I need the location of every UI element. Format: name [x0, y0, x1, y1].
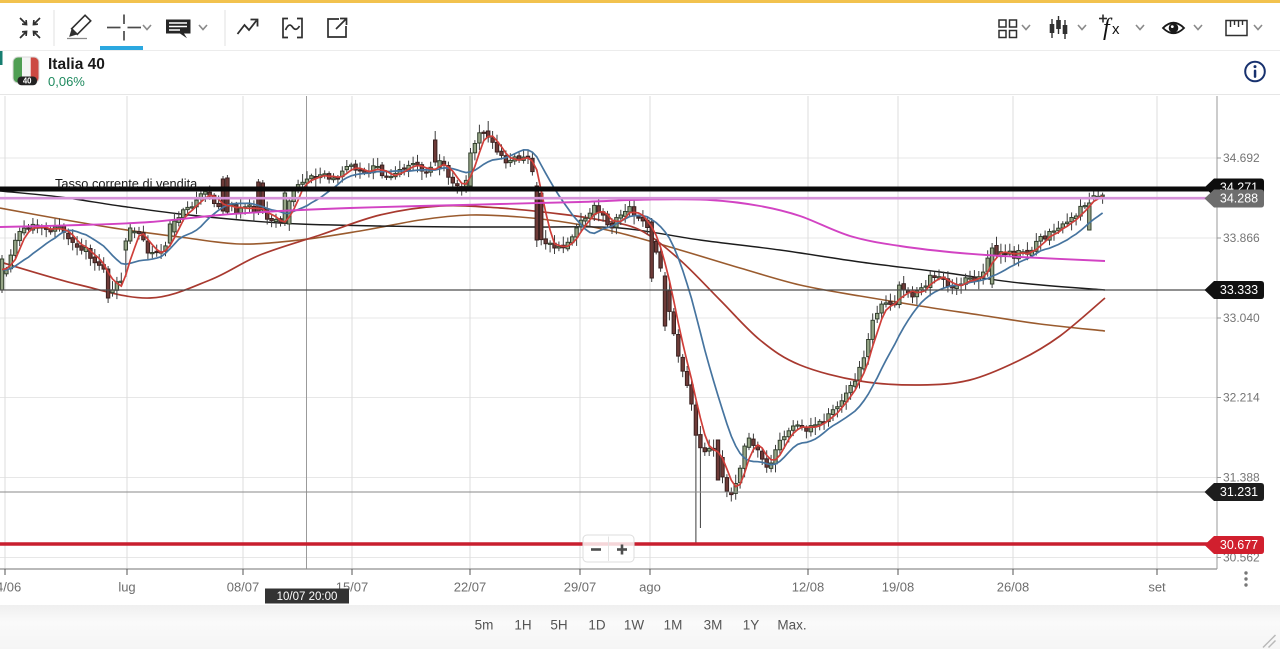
svg-text:22/07: 22/07: [454, 580, 487, 595]
svg-text:29/07: 29/07: [564, 580, 597, 595]
svg-text:1W: 1W: [624, 618, 645, 633]
svg-text:set: set: [1148, 580, 1166, 595]
svg-text:34.288: 34.288: [1220, 192, 1258, 206]
svg-text:12/08: 12/08: [792, 580, 825, 595]
svg-text:Tasso corrente di vendita: Tasso corrente di vendita: [55, 176, 198, 191]
svg-text:26/08: 26/08: [997, 580, 1030, 595]
svg-text:24/06: 24/06: [0, 580, 21, 595]
svg-text:34.692: 34.692: [1223, 151, 1260, 165]
svg-text:32.214: 32.214: [1223, 391, 1260, 405]
svg-text:1M: 1M: [664, 618, 683, 633]
svg-text:5H: 5H: [550, 618, 567, 633]
svg-text:ago: ago: [639, 580, 661, 595]
svg-text:30.677: 30.677: [1220, 538, 1258, 552]
svg-text:x: x: [1112, 21, 1120, 38]
svg-text:1H: 1H: [514, 618, 531, 633]
svg-text:33.040: 33.040: [1223, 311, 1260, 325]
svg-text:Max.: Max.: [777, 618, 806, 633]
svg-text:lug: lug: [118, 580, 135, 595]
svg-text:Italia 40: Italia 40: [48, 56, 105, 73]
svg-text:31.388: 31.388: [1223, 471, 1260, 485]
svg-text:19/08: 19/08: [882, 580, 915, 595]
svg-text:08/07: 08/07: [227, 580, 260, 595]
svg-text:0,06%: 0,06%: [48, 74, 85, 89]
svg-text:40: 40: [23, 77, 32, 86]
svg-text:1Y: 1Y: [743, 618, 760, 633]
svg-text:5m: 5m: [475, 618, 494, 633]
svg-text:10/07 20:00: 10/07 20:00: [277, 591, 338, 603]
svg-text:33.333: 33.333: [1220, 283, 1258, 297]
svg-text:31.231: 31.231: [1220, 485, 1258, 499]
svg-text:1D: 1D: [588, 618, 606, 633]
svg-text:3M: 3M: [704, 618, 723, 633]
svg-text:f: f: [1103, 15, 1113, 41]
svg-text:33.866: 33.866: [1223, 231, 1260, 245]
